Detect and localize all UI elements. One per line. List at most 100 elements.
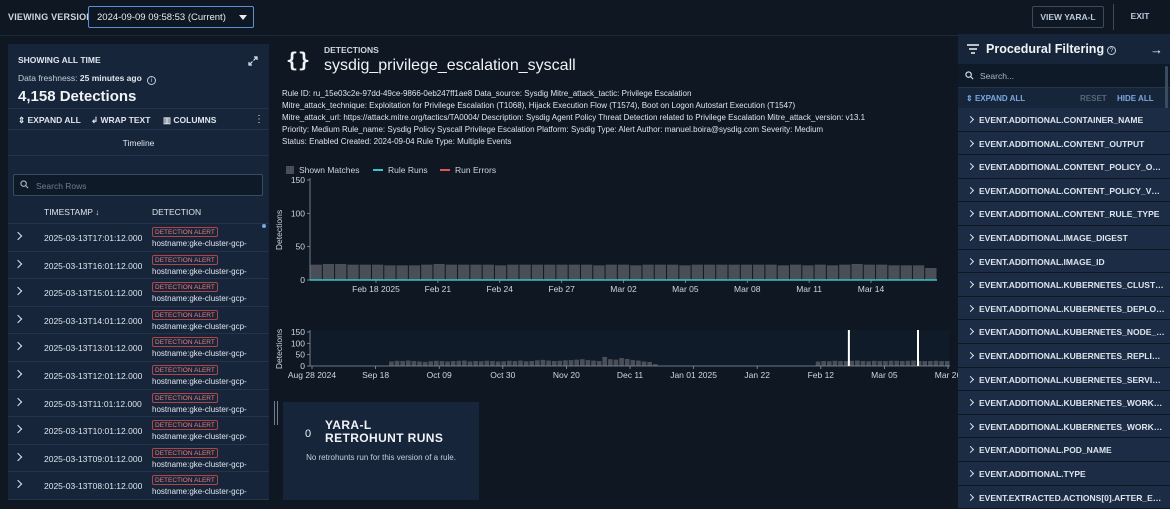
row-timestamp: 2025-03-13T11:01:12.000 [44,399,142,409]
chevron-right-icon[interactable] [14,425,22,433]
x-tick-label: Oct 30 [490,370,515,380]
bar [421,265,432,280]
row-timestamp: 2025-03-13T09:01:12.000 [44,454,142,464]
bar [625,359,630,366]
column-header-timestamp[interactable]: TIMESTAMP ↓ [44,207,99,217]
bar [428,361,433,366]
row-hostname: hostname:gke-cluster-gcp- [152,349,262,358]
filter-field-item[interactable]: EVENT.ADDITIONAL.KUBERNETES_DEPLOYM... [958,297,1170,321]
bar [667,265,678,280]
filter-field-item[interactable]: EVENT.ADDITIONAL.CONTENT_OUTPUT [958,132,1170,156]
filter-field-item[interactable]: EVENT.ADDITIONAL.CONTENT_RULE_TYPE [958,202,1170,226]
panel-resize-handle[interactable] [274,401,278,425]
filter-field-item[interactable]: EVENT.ADDITIONAL.POD_NAME [958,438,1170,462]
chevron-right-icon[interactable] [14,287,22,295]
chevron-right-icon[interactable] [14,315,22,323]
exit-button[interactable]: EXIT [1122,6,1158,28]
expand-icon[interactable] [248,56,258,66]
bar [753,265,764,280]
filter-field-item[interactable]: EVENT.ADDITIONAL.IMAGE_DIGEST [958,226,1170,250]
bar [593,265,604,280]
tab-timeline[interactable]: Timeline [8,130,269,156]
chevron-right-icon[interactable] [14,370,22,378]
chevron-right-icon[interactable] [14,453,22,461]
filter-field-item[interactable]: EVENT.ADDITIONAL.KUBERNETES_REPLICA_... [958,344,1170,368]
bar [451,361,456,366]
chevron-right-icon[interactable] [14,232,22,240]
filter-field-item[interactable]: EVENT.ADDITIONAL.IMAGE_ID [958,250,1170,274]
bar [855,361,860,366]
metadata-line: Status: Enabled Created: 2024-09-04 Rule… [282,136,952,148]
filter-field-item[interactable]: EVENT.ADDITIONAL.KUBERNETES_CLUSTER... [958,273,1170,297]
filter-field-item[interactable]: EVENT.ADDITIONAL.KUBERNETES_SERVICE_... [958,368,1170,392]
reset-button[interactable]: RESET [1080,94,1107,103]
filter-field-label: EVENT.ADDITIONAL.KUBERNETES_SERVICE_... [979,375,1165,385]
expand-all-filters-button[interactable]: ⇕ EXPAND ALL [966,94,1025,103]
wrap-text-button[interactable]: ↲ WRAP TEXT [91,115,150,126]
bar [409,265,420,280]
chevron-right-icon [967,187,974,194]
chevron-right-icon [967,446,974,453]
filter-field-item[interactable]: EVENT.EXTRACTED.ACTIONS[0].AFTER_EVE... [958,486,1170,509]
filter-search-input[interactable]: Search... [958,64,1170,88]
filter-field-item[interactable]: EVENT.ADDITIONAL.CONTENT_POLICY_ORIGIN [958,155,1170,179]
version-select[interactable]: 2024-09-09 09:58:53 (Current) [88,6,254,28]
bar [790,265,801,280]
expand-all-button[interactable]: ⇕ EXPAND ALL [18,115,81,126]
chevron-right-icon[interactable] [14,397,22,405]
chevron-right-icon [967,163,974,170]
bar [618,265,629,280]
bar [400,361,405,366]
filter-field-label: EVENT.ADDITIONAL.KUBERNETES_WORKLO... [979,422,1165,432]
bar [335,264,346,280]
filter-field-item[interactable]: EVENT.ADDITIONAL.KUBERNETES_WORKLO... [958,391,1170,415]
hide-all-button[interactable]: HIDE ALL [1117,94,1154,103]
search-icon [965,71,974,80]
rule-metadata: Rule ID: ru_15e03c2e-97dd-49ce-9866-0eb2… [282,88,952,148]
filter-field-item[interactable]: EVENT.ADDITIONAL.CONTAINER_NAME [958,108,1170,132]
bar [524,361,529,366]
x-tick-label: Feb 18 2025 [352,284,400,294]
bar [861,361,866,366]
filter-field-item[interactable]: EVENT.ADDITIONAL.TYPE [958,462,1170,486]
row-hostname: hostname:gke-cluster-gcp- [152,267,262,276]
view-yara-l-button[interactable]: VIEW YARA-L [1032,6,1104,28]
detection-alert-badge: DETECTION ALERT [152,310,218,320]
chevron-right-icon[interactable] [14,480,22,488]
bar [939,361,944,366]
chevron-right-icon[interactable] [14,342,22,350]
filter-field-label: EVENT.ADDITIONAL.IMAGE_DIGEST [979,233,1165,243]
detection-alert-badge: DETECTION ALERT [152,282,218,292]
info-icon[interactable]: i [147,76,156,85]
arrow-right-icon[interactable]: → [1150,42,1163,57]
search-rows-input[interactable]: Search Rows [13,174,263,196]
filter-search-placeholder: Search... [980,71,1014,81]
filter-field-item[interactable]: EVENT.ADDITIONAL.CONTENT_POLICY_VER... [958,179,1170,203]
bar [445,361,450,366]
metadata-line: Rule ID: ru_15e03c2e-97dd-49ce-9866-0eb2… [282,88,952,100]
bar [569,265,580,280]
row-timestamp: 2025-03-13T14:01:12.000 [44,316,142,326]
help-icon[interactable]: ? [1107,46,1116,55]
more-options-icon[interactable]: ⋮ [254,114,264,125]
row-hostname: hostname:gke-cluster-gcp- [152,460,262,469]
column-header-detection[interactable]: DETECTION [152,207,201,217]
filter-field-item[interactable]: EVENT.ADDITIONAL.KUBERNETES_NODE_N... [958,320,1170,344]
bar [778,265,789,280]
chevron-right-icon[interactable] [14,259,22,267]
filter-field-item[interactable]: EVENT.ADDITIONAL.KUBERNETES_WORKLO... [958,415,1170,439]
row-timestamp: 2025-03-13T15:01:12.000 [44,288,142,298]
columns-button[interactable]: ▥ COLUMNS [163,115,216,126]
retrohunt-message: No retrohunts run for this version of a … [283,453,479,462]
